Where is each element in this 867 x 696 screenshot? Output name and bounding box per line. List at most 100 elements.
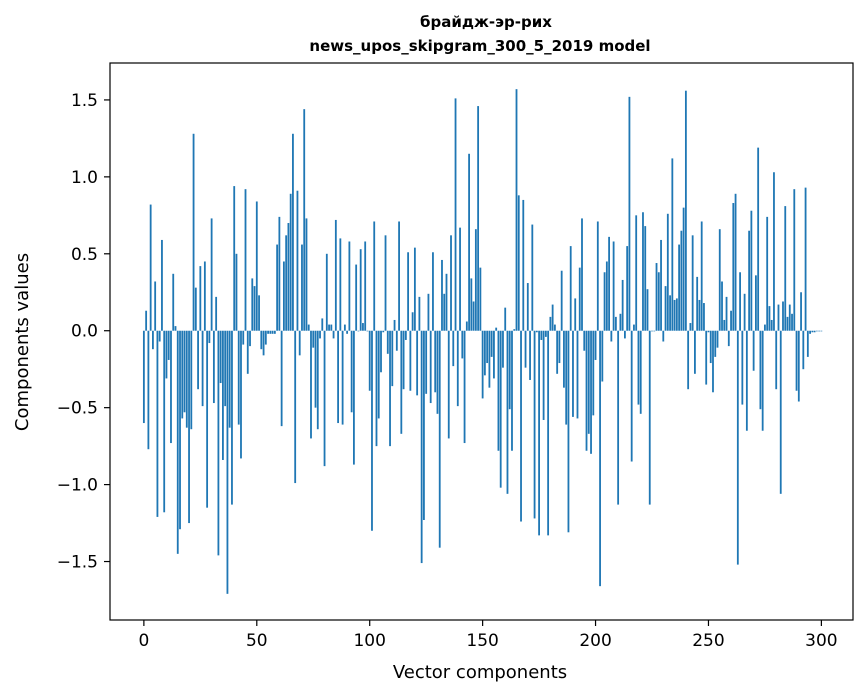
bar bbox=[301, 244, 303, 331]
bar bbox=[508, 330, 511, 410]
bar bbox=[436, 330, 439, 414]
bar bbox=[499, 330, 502, 488]
bar bbox=[447, 330, 450, 439]
x-tick-label: 50 bbox=[246, 631, 268, 651]
bar bbox=[743, 293, 746, 331]
bar bbox=[703, 303, 705, 331]
bar bbox=[599, 330, 601, 587]
bar bbox=[375, 330, 378, 447]
bar bbox=[228, 330, 231, 428]
bar bbox=[513, 329, 516, 331]
bar bbox=[624, 330, 626, 339]
bar bbox=[316, 330, 319, 430]
bar bbox=[626, 246, 629, 331]
bar bbox=[718, 229, 721, 331]
bar bbox=[393, 319, 396, 331]
bar bbox=[750, 210, 753, 331]
y-tick-label: 1.5 bbox=[71, 91, 98, 111]
bar bbox=[337, 330, 339, 424]
bar bbox=[470, 278, 473, 331]
bar bbox=[748, 230, 751, 331]
bar bbox=[533, 330, 536, 519]
bar bbox=[707, 330, 710, 333]
bar bbox=[657, 272, 660, 331]
bar bbox=[619, 313, 622, 331]
bar bbox=[617, 330, 620, 505]
plot-frame bbox=[109, 62, 854, 621]
bar bbox=[581, 218, 583, 331]
bar bbox=[235, 253, 238, 331]
bar bbox=[407, 252, 410, 331]
bar bbox=[188, 330, 190, 524]
bar bbox=[468, 153, 470, 331]
bar bbox=[553, 324, 556, 331]
bar bbox=[170, 330, 172, 444]
bar bbox=[596, 221, 599, 331]
bar bbox=[712, 330, 714, 393]
bar bbox=[522, 199, 525, 331]
bar bbox=[486, 330, 489, 364]
bar bbox=[278, 216, 281, 331]
bar bbox=[752, 330, 755, 371]
bar bbox=[305, 218, 308, 331]
bar bbox=[709, 330, 712, 364]
bar bbox=[490, 330, 493, 357]
bar bbox=[723, 319, 726, 331]
bar bbox=[152, 330, 154, 350]
bar bbox=[413, 247, 416, 331]
bar bbox=[325, 253, 328, 331]
bar bbox=[696, 276, 699, 331]
bar bbox=[163, 330, 166, 513]
bar bbox=[608, 236, 610, 331]
bar bbox=[795, 330, 798, 391]
bar bbox=[642, 212, 644, 331]
bar bbox=[355, 264, 358, 331]
bar bbox=[341, 330, 344, 425]
bar bbox=[655, 263, 658, 331]
bar bbox=[633, 324, 635, 331]
chart-subtitle: news_upos_skipgram_300_5_2019 model bbox=[309, 37, 650, 55]
bar bbox=[651, 330, 653, 332]
bar bbox=[592, 330, 595, 416]
bar bbox=[603, 272, 606, 331]
bar bbox=[493, 330, 495, 379]
bar bbox=[529, 330, 531, 380]
bar bbox=[741, 330, 744, 405]
bar bbox=[258, 295, 260, 331]
bar bbox=[149, 204, 152, 331]
bar bbox=[653, 330, 656, 332]
bar bbox=[400, 330, 403, 434]
bar bbox=[201, 330, 204, 407]
bar bbox=[526, 283, 529, 331]
bar bbox=[766, 216, 769, 331]
bar bbox=[142, 330, 145, 424]
bar bbox=[269, 330, 272, 334]
bars-group bbox=[142, 89, 823, 594]
bar bbox=[303, 109, 306, 331]
bar bbox=[759, 330, 762, 410]
bar bbox=[334, 219, 337, 331]
bar bbox=[497, 330, 500, 451]
bar bbox=[255, 201, 258, 331]
bar bbox=[357, 330, 360, 332]
bar bbox=[233, 186, 236, 331]
y-tick-label: −1.0 bbox=[57, 476, 98, 496]
bar bbox=[515, 89, 518, 331]
bar bbox=[590, 330, 592, 454]
bar bbox=[208, 330, 211, 344]
bar bbox=[811, 330, 814, 333]
bar bbox=[612, 241, 615, 331]
bar bbox=[786, 316, 789, 331]
bar bbox=[242, 330, 245, 345]
bar bbox=[680, 230, 683, 331]
bar bbox=[777, 304, 780, 331]
bar bbox=[797, 330, 800, 402]
bar bbox=[673, 299, 676, 331]
bar bbox=[398, 221, 400, 331]
bar bbox=[700, 221, 703, 331]
bar bbox=[174, 326, 177, 331]
bar bbox=[161, 239, 163, 331]
bar bbox=[280, 330, 283, 427]
bar bbox=[199, 266, 202, 331]
x-tick-label: 0 bbox=[138, 631, 149, 651]
